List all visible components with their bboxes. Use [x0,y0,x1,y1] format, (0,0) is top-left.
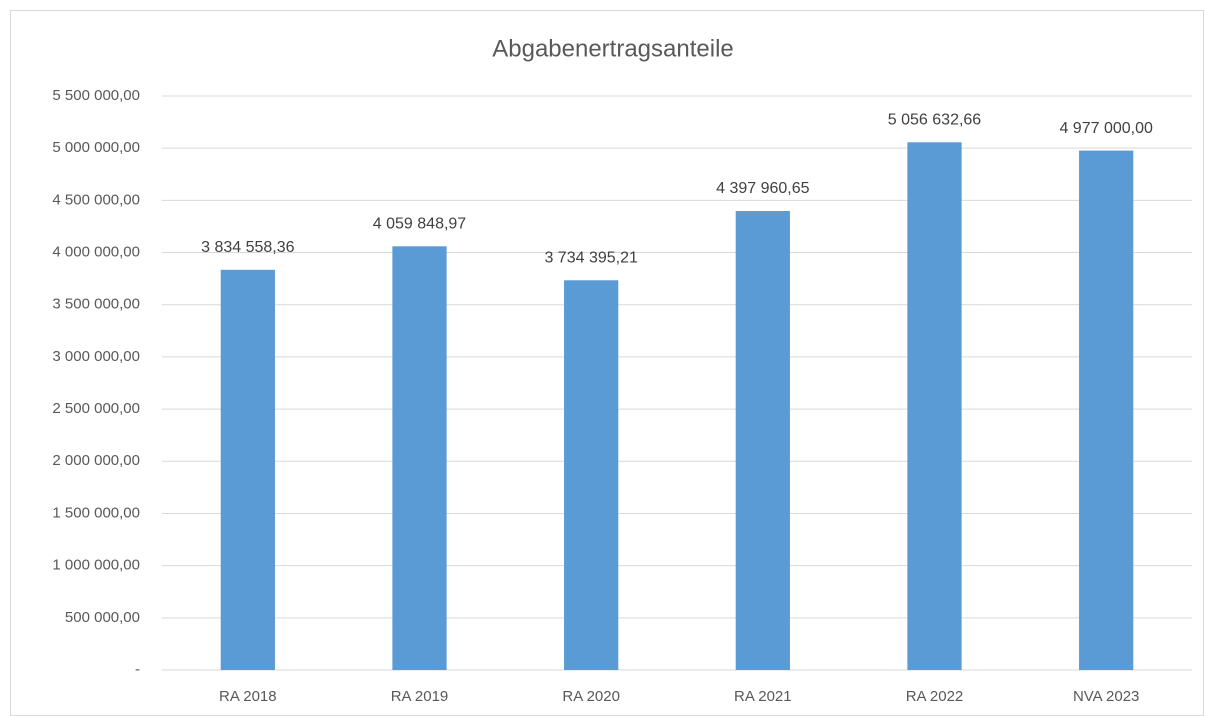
data-label: 5 056 632,66 [888,111,982,128]
bar [907,142,962,670]
bar [392,246,447,671]
bar [220,269,275,670]
bar [564,280,619,670]
x-tick-label: RA 2021 [734,688,792,705]
y-tick-label: 3 500 000,00 [52,296,140,313]
data-label: 4 059 848,97 [373,216,467,233]
bar [735,211,790,671]
y-tick-label: - [135,661,140,678]
x-tick-label: NVA 2023 [1073,688,1139,705]
chart-title: Abgabenertragsanteile [492,35,734,62]
y-tick-label: 1 500 000,00 [52,504,140,521]
y-tick-label: 5 500 000,00 [52,87,140,104]
bar [1079,150,1134,671]
y-tick-label: 4 000 000,00 [52,244,140,261]
data-label: 4 977 000,00 [1059,120,1153,137]
y-tick-label: 2 000 000,00 [52,452,140,469]
data-label: 3 734 395,21 [544,249,638,266]
data-label: 3 834 558,36 [201,239,295,256]
x-tick-label: RA 2020 [562,688,620,705]
y-tick-label: 4 500 000,00 [52,191,140,208]
y-tick-label: 500 000,00 [65,609,140,626]
x-tick-label: RA 2018 [219,688,277,705]
y-tick-label: 2 500 000,00 [52,400,140,417]
y-tick-label: 5 000 000,00 [52,139,140,156]
y-tick-label: 3 000 000,00 [52,348,140,365]
x-tick-label: RA 2022 [906,688,964,705]
data-label: 4 397 960,65 [716,180,810,197]
y-tick-label: 1 000 000,00 [52,557,140,574]
x-tick-label: RA 2019 [391,688,449,705]
